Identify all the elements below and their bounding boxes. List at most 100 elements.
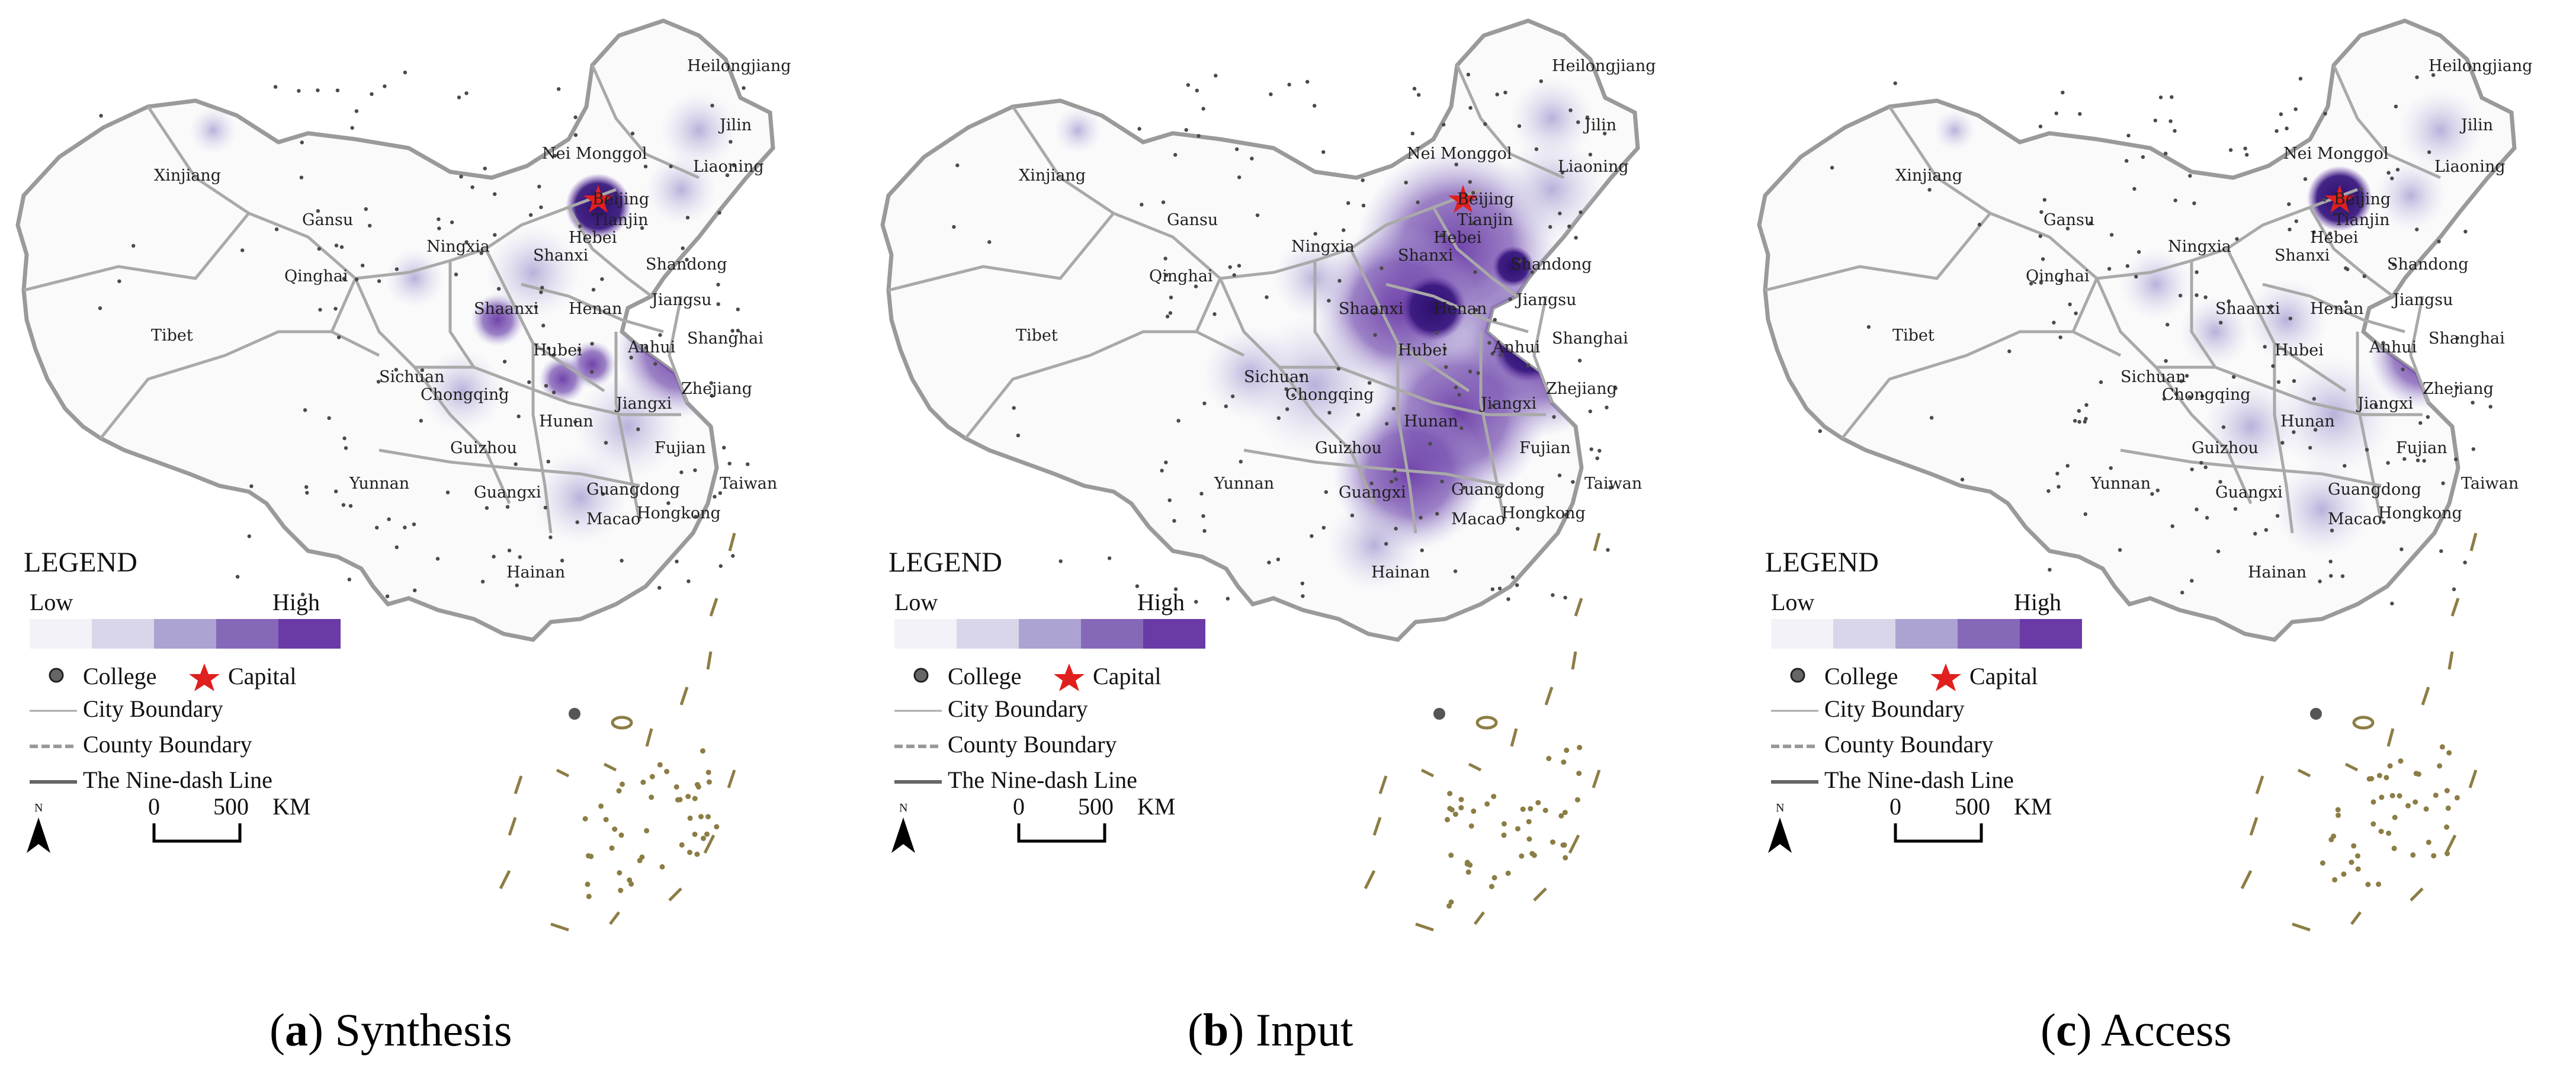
college-dot bbox=[1490, 587, 1494, 591]
college-dot bbox=[685, 258, 689, 262]
svg-text:(b) Input: (b) Input bbox=[1188, 1004, 1353, 1056]
college-dot bbox=[2065, 226, 2070, 230]
college-dot bbox=[539, 290, 543, 294]
college-dot bbox=[1516, 527, 1520, 531]
province-label-shaanxi: Shaanxi bbox=[2215, 300, 2280, 318]
college-dot bbox=[1439, 233, 1444, 237]
college-dot bbox=[2166, 322, 2170, 327]
nine-dash-segment bbox=[1568, 834, 1580, 854]
college-dot bbox=[1291, 393, 1295, 397]
college-dot bbox=[2471, 447, 2475, 451]
college-dot bbox=[1321, 150, 1326, 154]
college-dot bbox=[1568, 108, 1573, 113]
college-dot bbox=[2453, 457, 2458, 461]
province-label-hebei: Hebei bbox=[569, 229, 617, 247]
legend-swatch-4 bbox=[1143, 619, 1205, 649]
province-boundary bbox=[1011, 105, 1274, 280]
island bbox=[2332, 877, 2338, 883]
hotspot bbox=[190, 107, 237, 154]
province-label-hongkong: Hongkong bbox=[2378, 504, 2462, 522]
island bbox=[1447, 806, 1453, 812]
nine-dash-segment bbox=[2468, 769, 2478, 788]
province-label-zhejiang: Zhejiang bbox=[1546, 380, 1617, 398]
college-dot bbox=[1186, 83, 1191, 87]
college-dot bbox=[551, 353, 556, 357]
college-dot bbox=[2227, 299, 2231, 303]
college-dot bbox=[2178, 293, 2183, 298]
province-boundary bbox=[2150, 188, 2358, 274]
college-dot bbox=[2218, 480, 2222, 484]
island bbox=[1458, 805, 1464, 811]
province-boundary bbox=[23, 212, 250, 292]
province-label-jilin: Jilin bbox=[718, 116, 752, 134]
college-dot bbox=[2107, 267, 2112, 271]
province-label-henan: Henan bbox=[1433, 300, 1487, 318]
nine-dash-segment bbox=[1474, 911, 1485, 925]
province-boundary bbox=[2071, 277, 2099, 333]
college-dot bbox=[1394, 527, 1398, 531]
college-dot bbox=[2392, 262, 2396, 267]
college-dot bbox=[1237, 175, 1242, 179]
caption-letter: c bbox=[2056, 1004, 2077, 1056]
province-label-guizhou: Guizhou bbox=[2192, 439, 2259, 457]
college-dot bbox=[1960, 477, 1965, 482]
province-boundary bbox=[1888, 105, 2151, 280]
college-dot bbox=[1346, 201, 1350, 205]
legend-city-boundary: City Boundary bbox=[83, 695, 223, 722]
college-dot bbox=[2340, 574, 2345, 578]
college-dot bbox=[553, 153, 557, 158]
college-dot bbox=[1391, 406, 1396, 411]
island bbox=[1489, 884, 1494, 890]
college-dot bbox=[1385, 422, 1389, 426]
island bbox=[609, 845, 615, 851]
college-dot bbox=[2287, 202, 2291, 206]
island bbox=[2405, 803, 2411, 809]
college-dot bbox=[2084, 416, 2088, 421]
island bbox=[598, 803, 604, 809]
college-dot bbox=[1169, 296, 1173, 300]
college-dot bbox=[2041, 257, 2045, 261]
college-dot bbox=[666, 501, 671, 505]
college-dot bbox=[1468, 180, 1472, 184]
college-dot bbox=[2422, 458, 2426, 463]
hotspot bbox=[1202, 326, 1297, 421]
province-label-tibet: Tibet bbox=[1016, 326, 1058, 345]
college-dot bbox=[1589, 447, 1593, 451]
college-dot bbox=[1419, 515, 1423, 520]
north-arrow-icon bbox=[891, 817, 915, 853]
island bbox=[1577, 745, 1583, 751]
island bbox=[2328, 836, 2334, 842]
nine-dash-segment bbox=[679, 687, 689, 705]
college-dot bbox=[694, 515, 698, 519]
caption-a: (a) Synthesis bbox=[270, 1004, 512, 1056]
college-dot bbox=[2329, 574, 2333, 578]
college-dot bbox=[1287, 82, 1291, 86]
college-dot bbox=[544, 384, 548, 388]
college-dot bbox=[1239, 460, 1243, 464]
nine-dash-segment bbox=[1571, 651, 1577, 670]
island bbox=[1563, 855, 1568, 861]
college-dot bbox=[413, 588, 417, 592]
college-dot bbox=[300, 592, 305, 596]
college-dot bbox=[394, 545, 399, 549]
legend-swatch-1 bbox=[1833, 619, 1895, 649]
college-dot bbox=[1367, 381, 1372, 385]
province-boundary bbox=[1479, 332, 1506, 522]
college-dot bbox=[99, 114, 103, 118]
nine-dash-segment bbox=[1574, 598, 1583, 617]
college-dot bbox=[2390, 177, 2394, 181]
college-dot bbox=[1435, 512, 1439, 516]
college-dot bbox=[344, 446, 348, 450]
college-dot bbox=[1585, 115, 1590, 120]
college-dot bbox=[493, 233, 497, 237]
island bbox=[1535, 800, 1541, 806]
college-dot bbox=[403, 70, 408, 75]
legend-swatch-3 bbox=[216, 619, 278, 649]
college-dot bbox=[2318, 579, 2322, 583]
province-label-heilongjiang: Heilongjiang bbox=[2429, 57, 2533, 75]
college-dot bbox=[1201, 514, 1205, 518]
college-dot bbox=[2294, 219, 2298, 223]
scale-bar bbox=[152, 823, 242, 843]
svg-text:(c) Access: (c) Access bbox=[2041, 1004, 2232, 1056]
college-dot bbox=[1255, 213, 1260, 217]
